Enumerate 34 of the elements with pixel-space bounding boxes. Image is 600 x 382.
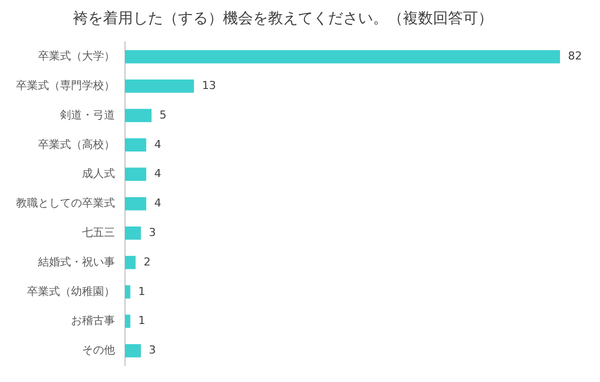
bar xyxy=(125,108,152,122)
bar xyxy=(125,138,146,152)
y-tick-label: お稽古事 xyxy=(71,314,115,328)
data-label: 82 xyxy=(568,50,582,63)
bar xyxy=(125,50,560,64)
y-tick-label: 卒業式（大学） xyxy=(38,50,115,63)
bar xyxy=(125,344,141,358)
data-label: 2 xyxy=(144,255,151,268)
data-label: 4 xyxy=(154,196,162,210)
data-label: 1 xyxy=(138,284,146,298)
y-tick-label: その他 xyxy=(82,344,115,357)
y-tick-label: 七五三 xyxy=(82,226,115,239)
data-label: 3 xyxy=(148,344,156,357)
y-tick-label: 結婚式・祝い事 xyxy=(37,255,115,268)
data-label: 4 xyxy=(154,167,162,180)
data-label: 1 xyxy=(138,314,146,328)
y-tick-label: 卒業式（高校） xyxy=(38,138,115,151)
y-tick-label: 卒業式（専門学校） xyxy=(16,78,115,92)
bar xyxy=(125,226,141,240)
y-tick-label: 卒業式（幼稚園） xyxy=(27,284,115,298)
bar xyxy=(125,168,146,181)
y-tick-label: 成人式 xyxy=(82,167,115,180)
data-label: 13 xyxy=(202,78,216,92)
bar xyxy=(125,314,130,328)
bar xyxy=(125,256,136,270)
bar xyxy=(125,285,130,299)
bar xyxy=(125,79,194,93)
data-label: 5 xyxy=(160,108,167,122)
chart-title: 袴を着用した（する）機会を教えてください。（複数回答可） xyxy=(73,8,493,27)
y-tick-label: 剣道・弓道 xyxy=(60,108,115,122)
y-tick-label: 教職としての卒業式 xyxy=(16,196,115,210)
bar xyxy=(125,197,146,210)
data-label: 3 xyxy=(148,226,156,239)
data-label: 4 xyxy=(154,138,162,151)
